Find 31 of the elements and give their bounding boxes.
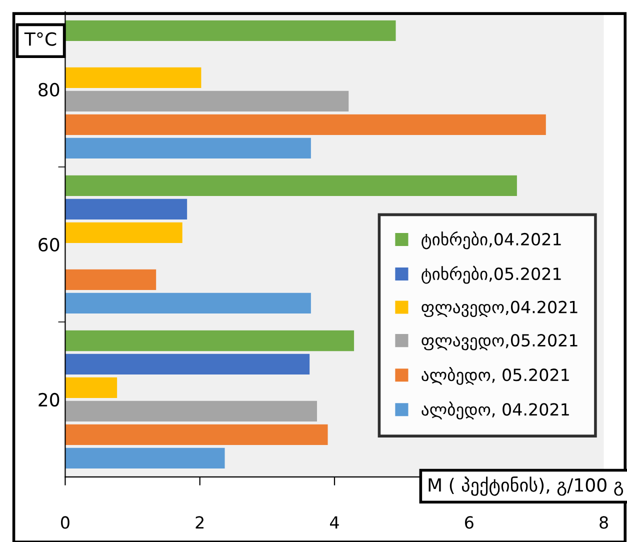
bar — [65, 198, 188, 220]
legend-label: ფლავედო,04.2021 — [422, 300, 578, 318]
x-tick-label: 6 — [465, 516, 474, 529]
bar — [65, 292, 311, 314]
legend-label: ტიხრები,04.2021 — [422, 231, 561, 250]
x-tick-label: 4 — [330, 516, 339, 529]
y-tick-label: 20 — [38, 392, 60, 407]
y-tick-label: 80 — [38, 82, 60, 97]
y-axis-title: T°C — [24, 32, 56, 46]
x-tick-label: 8 — [600, 516, 608, 529]
bar — [65, 222, 182, 244]
bar — [65, 175, 517, 196]
legend-label: ფლავედო,05.2021 — [422, 334, 578, 350]
bar — [65, 354, 310, 375]
bar — [65, 67, 202, 88]
bar — [65, 377, 118, 398]
bar — [65, 138, 311, 158]
legend-label: ტიხრები,05.2021 — [422, 266, 561, 284]
x-tick-label: 2 — [196, 516, 204, 529]
bar — [65, 114, 546, 135]
bar — [65, 424, 328, 446]
bar — [65, 269, 156, 290]
bar — [65, 90, 349, 112]
legend-label: ალბედო, 04.2021 — [422, 402, 569, 420]
bar — [65, 330, 354, 352]
bar — [65, 448, 225, 469]
legend-label: ალბედო, 05.2021 — [422, 366, 569, 385]
y-tick-label: 60 — [38, 238, 60, 252]
x-axis-title: M ( პექტინის), გ/100 გ — [428, 476, 624, 496]
bar — [65, 400, 317, 422]
x-tick-label: 0 — [61, 516, 70, 529]
